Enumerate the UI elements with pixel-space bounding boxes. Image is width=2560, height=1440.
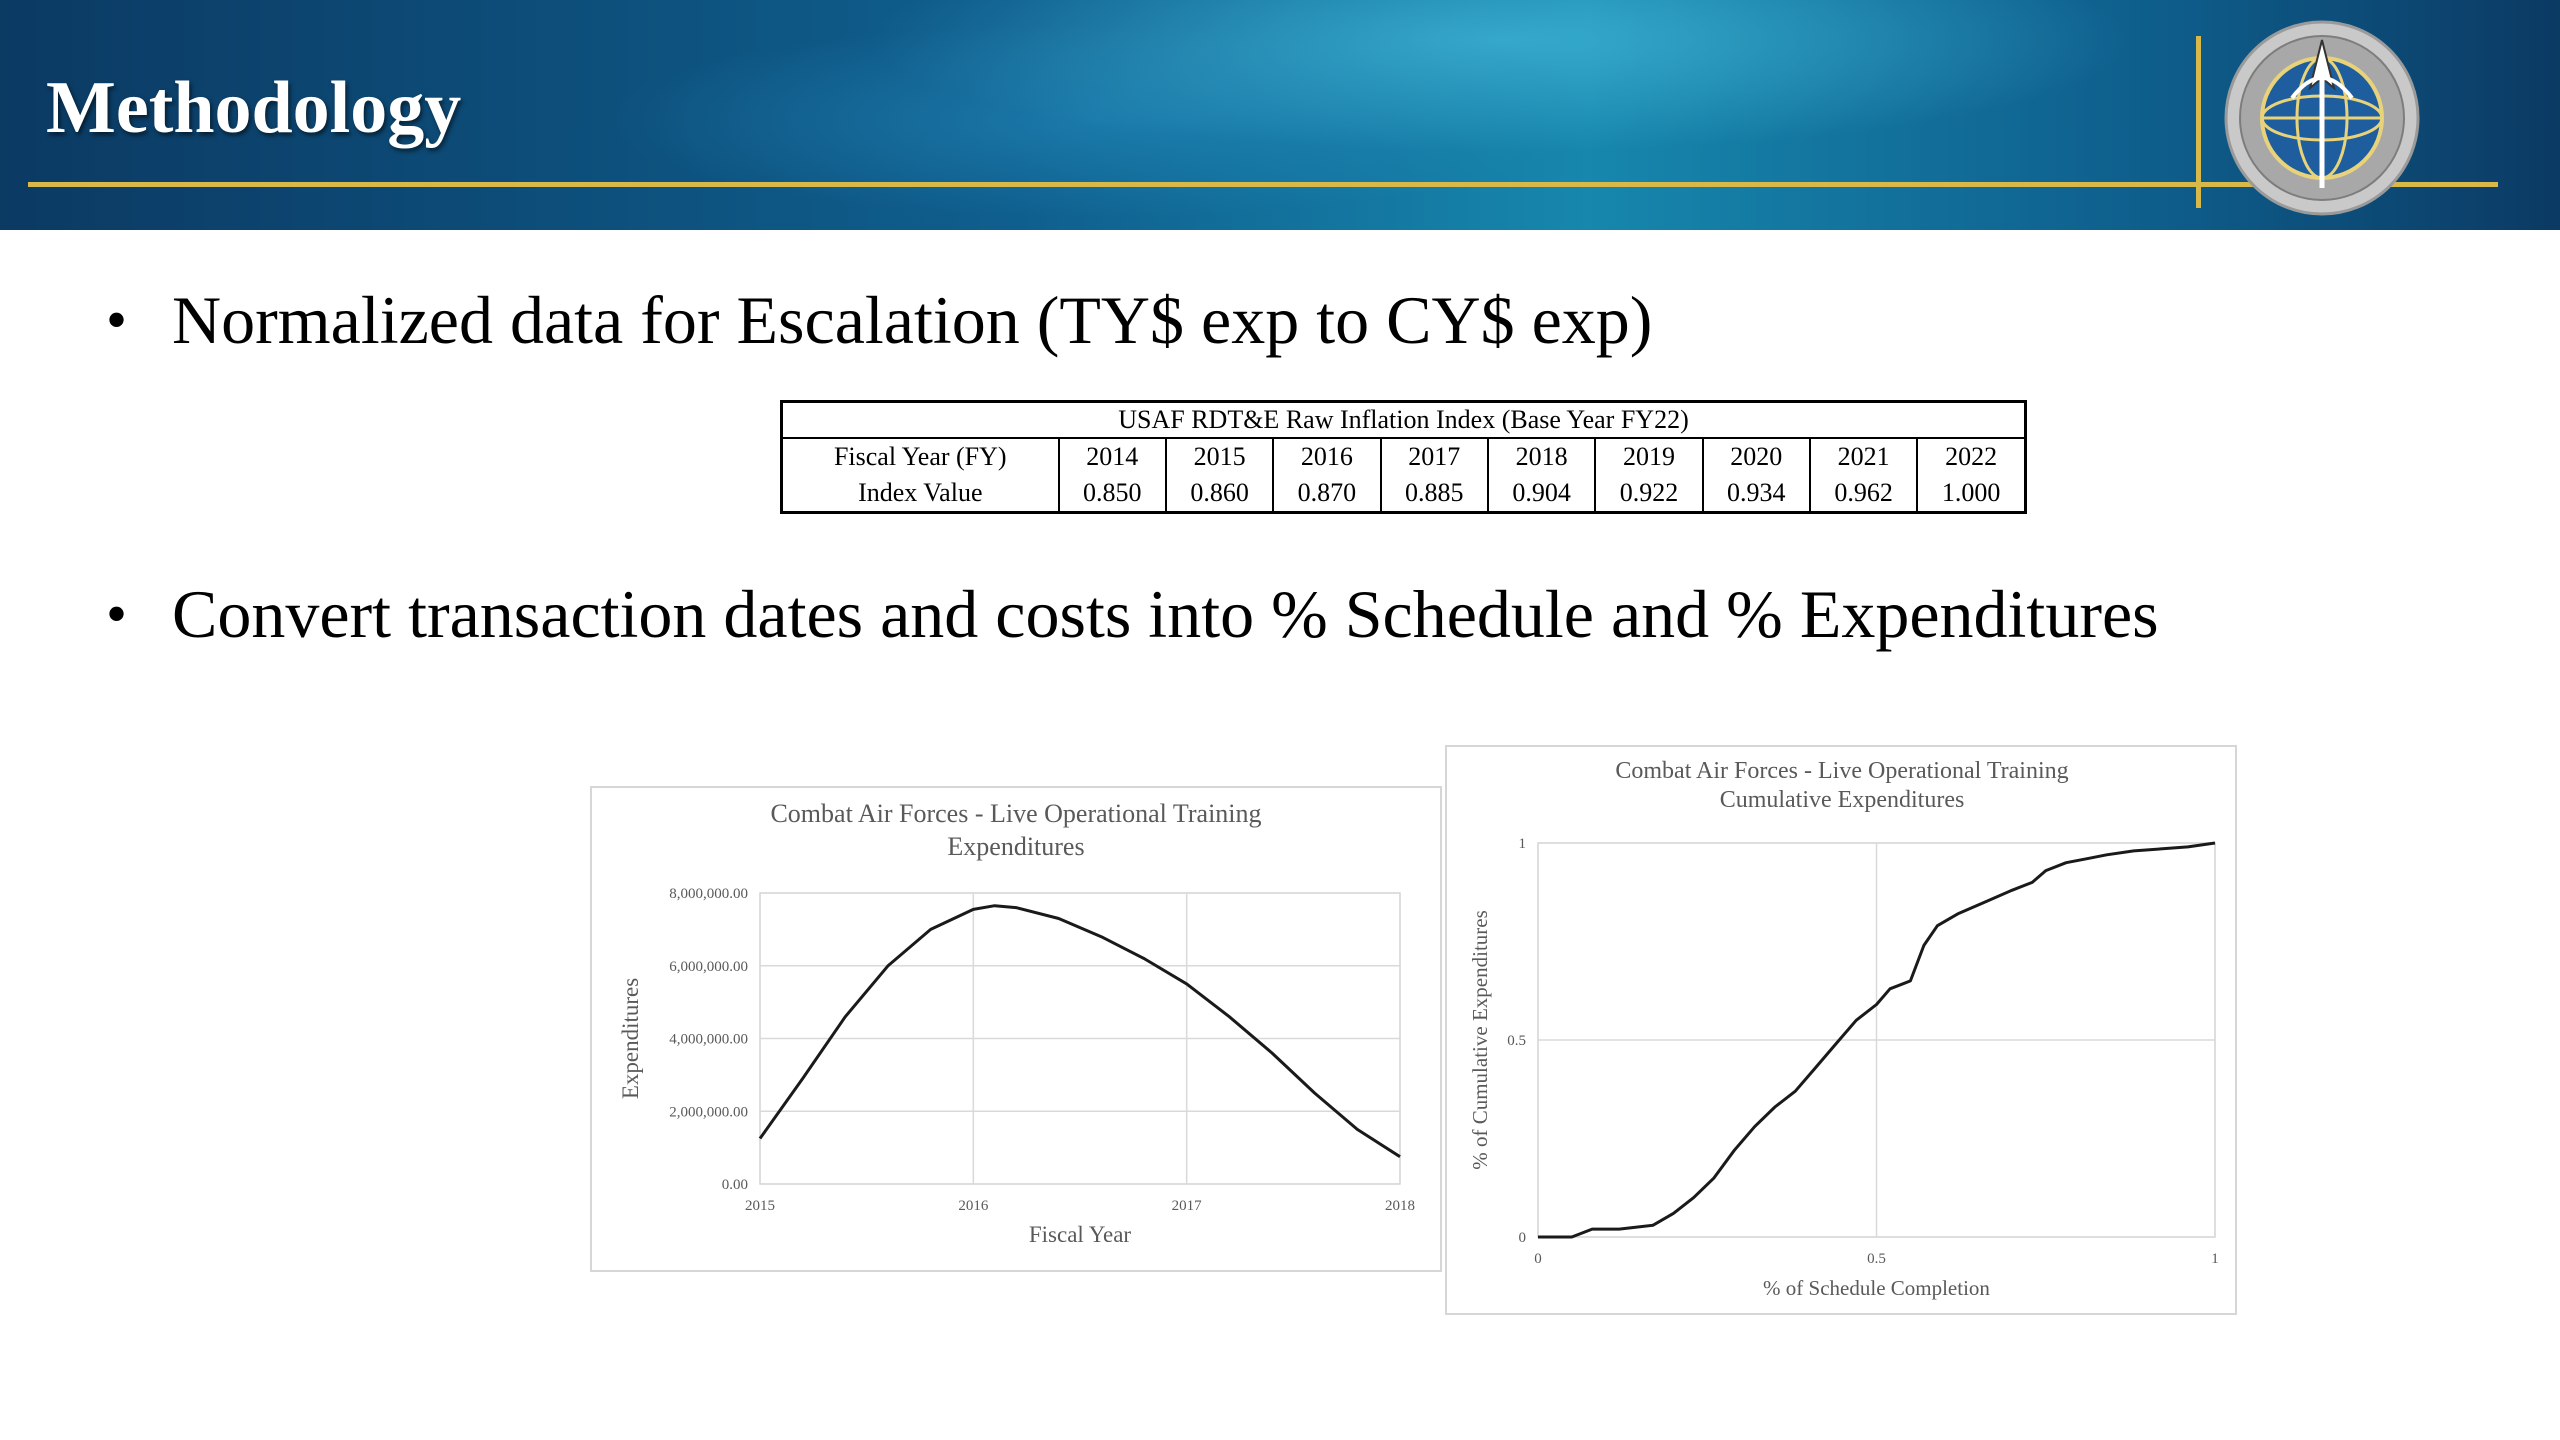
year-cell: 2018 xyxy=(1486,437,1597,475)
x-tick-label: 0.5 xyxy=(1867,1251,1886,1267)
year-cell: 2021 xyxy=(1808,437,1919,475)
x-axis-label: Fiscal Year xyxy=(1029,1222,1132,1247)
y-tick-label: 0.5 xyxy=(1507,1033,1526,1049)
x-tick-label: 0 xyxy=(1534,1251,1542,1267)
value-cell: 1.000 xyxy=(1916,475,2027,513)
inflation-index-table: USAF RDT&E Raw Inflation Index (Base Yea… xyxy=(780,400,2027,514)
year-cell: 2019 xyxy=(1594,437,1704,475)
y-tick-label: 2,000,000.00 xyxy=(669,1104,748,1120)
expenditures-chart-svg: Combat Air Forces - Live Operational Tra… xyxy=(618,799,1415,1247)
bullet-conversion: • Convert transaction dates and costs in… xyxy=(106,576,2159,652)
chart-title: Combat Air Forces - Live Operational Tra… xyxy=(1615,758,2068,784)
x-axis-label: % of Schedule Completion xyxy=(1763,1276,1990,1300)
row-label: Fiscal Year (FY) xyxy=(780,437,1060,475)
x-tick-label: 1 xyxy=(2211,1251,2219,1267)
chart-title: Combat Air Forces - Live Operational Tra… xyxy=(770,799,1261,828)
y-axis-label: Expenditures xyxy=(618,978,643,1099)
value-cell: 0.934 xyxy=(1701,475,1811,513)
year-cell: 2017 xyxy=(1379,437,1489,475)
y-tick-label: 0 xyxy=(1519,1230,1527,1246)
year-cell: 2015 xyxy=(1164,437,1275,475)
y-tick-label: 8,000,000.00 xyxy=(669,886,748,902)
chart-title: Expenditures xyxy=(947,832,1084,861)
bullet-text: Convert transaction dates and costs into… xyxy=(172,576,2159,652)
slide-header: Methodology xyxy=(0,0,2560,230)
cumulative-expenditures-chart-svg: Combat Air Forces - Live Operational Tra… xyxy=(1468,758,2219,1300)
value-cell: 0.885 xyxy=(1379,475,1489,513)
x-tick-label: 2015 xyxy=(745,1198,775,1214)
slide-title: Methodology xyxy=(46,67,462,149)
year-cell: 2014 xyxy=(1057,437,1167,475)
plot-area-frame xyxy=(759,892,1401,1185)
y-tick-label: 0.00 xyxy=(722,1177,748,1193)
year-cell: 2022 xyxy=(1916,437,2027,475)
year-cell: 2016 xyxy=(1272,437,1382,475)
bullet-marker: • xyxy=(106,287,128,353)
chart-title: Cumulative Expenditures xyxy=(1720,787,1965,813)
header-gold-rule xyxy=(28,182,2498,187)
bullet-escalation: • Normalized data for Escalation (TY$ ex… xyxy=(106,282,1653,358)
bullet-marker: • xyxy=(106,581,128,647)
value-cell: 0.860 xyxy=(1164,475,1275,513)
organization-seal-icon xyxy=(2224,20,2420,216)
x-tick-label: 2018 xyxy=(1385,1198,1415,1214)
series-line xyxy=(758,904,1401,1158)
y-axis-label: % of Cumulative Expenditures xyxy=(1468,910,1492,1170)
y-tick-label: 4,000,000.00 xyxy=(669,1032,748,1048)
x-tick-label: 2017 xyxy=(1172,1198,1203,1214)
series-line xyxy=(1538,841,2216,1239)
value-cell: 0.922 xyxy=(1594,475,1704,513)
y-tick-label: 1 xyxy=(1519,836,1527,852)
y-tick-label: 6,000,000.00 xyxy=(669,959,748,975)
year-cell: 2020 xyxy=(1701,437,1811,475)
value-cell: 0.850 xyxy=(1057,475,1167,513)
table-caption: USAF RDT&E Raw Inflation Index (Base Yea… xyxy=(780,400,2027,439)
value-cell: 0.962 xyxy=(1808,475,1919,513)
table-row-values: Index Value 0.850 0.860 0.870 0.885 0.90… xyxy=(780,475,2027,513)
table-row-years: Fiscal Year (FY) 2014 2015 2016 2017 201… xyxy=(780,437,2027,475)
expenditures-chart: Combat Air Forces - Live Operational Tra… xyxy=(590,786,1442,1272)
x-tick-label: 2016 xyxy=(958,1198,989,1214)
value-cell: 0.870 xyxy=(1272,475,1382,513)
row-label: Index Value xyxy=(780,475,1060,513)
bullet-text: Normalized data for Escalation (TY$ exp … xyxy=(172,282,1653,358)
value-cell: 0.904 xyxy=(1486,475,1597,513)
plot-area-frame xyxy=(1537,842,2216,1238)
header-gold-divider xyxy=(2196,36,2201,208)
cumulative-expenditures-chart: Combat Air Forces - Live Operational Tra… xyxy=(1445,745,2237,1315)
